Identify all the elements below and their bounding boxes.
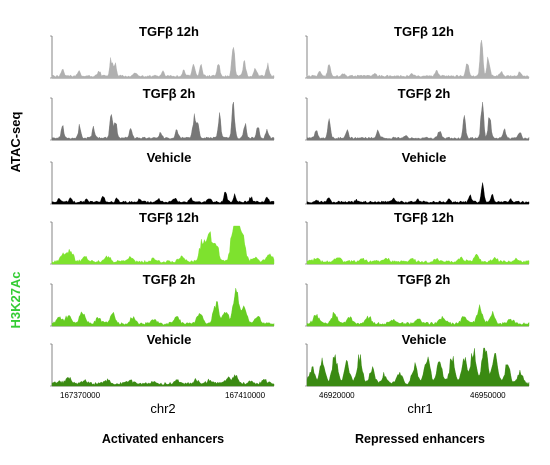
signal-area [306, 182, 530, 205]
signal-area [306, 347, 530, 387]
signal-area [306, 253, 530, 265]
signal-area [51, 374, 275, 387]
track-activated-2: Vehicle [50, 150, 275, 205]
assay-label-atac-seq: ATAC-seq [8, 111, 23, 172]
track-label: TGFβ 12h [139, 24, 199, 39]
signal-area [51, 225, 275, 265]
track-label: Vehicle [402, 332, 447, 347]
chromosome-label-left: chr2 [150, 401, 175, 416]
assay-label-h3k27ac: H3K27Ac [8, 271, 23, 328]
signal-area [306, 39, 530, 79]
track-activated-1: TGFβ 2h [50, 86, 275, 141]
track-activated-0: TGFβ 12h [50, 24, 275, 79]
track-label: Vehicle [147, 332, 192, 347]
track-label: TGFβ 2h [398, 272, 451, 287]
track-repressed-2: Vehicle [305, 150, 530, 205]
chromosome-label-right: chr1 [407, 401, 432, 416]
x-tick-right-end: 46950000 [470, 391, 506, 400]
x-tick-left-end: 167410000 [225, 391, 266, 400]
track-label: TGFβ 2h [143, 272, 196, 287]
signal-area [51, 46, 275, 79]
panel-activated-enhancers: TGFβ 12h TGFβ 2h Vehicle TGFβ 12h TGFβ 2h Veh… [50, 24, 275, 387]
track-activated-5: Vehicle [50, 332, 275, 387]
panel-title-activated: Activated enhancers [102, 432, 224, 446]
signal-area [306, 101, 530, 141]
track-activated-3: TGFβ 12h [50, 210, 275, 265]
signal-area [51, 287, 275, 327]
track-label: Vehicle [147, 150, 192, 165]
signal-area [51, 101, 275, 141]
panel-title-repressed: Repressed enhancers [355, 432, 485, 446]
track-label: TGFβ 12h [394, 210, 454, 225]
track-repressed-1: TGFβ 2h [305, 86, 530, 141]
signal-area [51, 191, 275, 205]
x-tick-left-start: 167370000 [60, 391, 101, 400]
signal-area [306, 304, 530, 327]
track-repressed-0: TGFβ 12h [305, 24, 530, 79]
x-tick-right-start: 46920000 [319, 391, 355, 400]
track-label: TGFβ 2h [143, 86, 196, 101]
track-repressed-5: Vehicle [305, 332, 530, 387]
panel-repressed-enhancers: TGFβ 12h TGFβ 2h Vehicle TGFβ 12h TGFβ 2h Veh… [305, 24, 530, 387]
track-label: TGFβ 12h [139, 210, 199, 225]
track-label: Vehicle [402, 150, 447, 165]
track-activated-4: TGFβ 2h [50, 272, 275, 327]
track-repressed-3: TGFβ 12h [305, 210, 530, 265]
track-label: TGFβ 12h [394, 24, 454, 39]
track-repressed-4: TGFβ 2h [305, 272, 530, 327]
track-label: TGFβ 2h [398, 86, 451, 101]
